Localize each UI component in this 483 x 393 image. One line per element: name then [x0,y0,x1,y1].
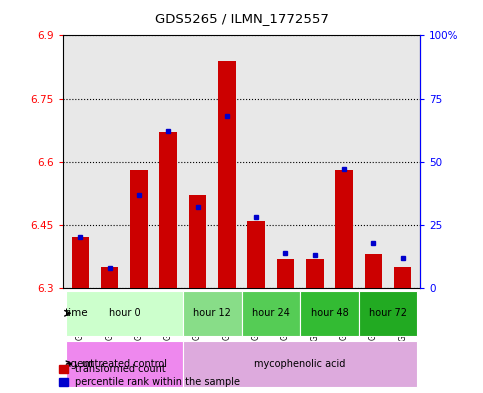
Text: GDS5265 / ILMN_1772557: GDS5265 / ILMN_1772557 [155,12,328,25]
Bar [394,267,412,288]
Text: time: time [64,308,88,318]
Bar [183,341,417,387]
Bar [365,254,382,288]
Text: hour 0: hour 0 [109,308,140,318]
Bar [277,259,294,288]
Bar [183,290,242,336]
Bar [335,170,353,288]
Bar [66,341,183,387]
Text: untreated control: untreated control [82,359,167,369]
Bar [159,132,177,288]
Text: hour 24: hour 24 [252,308,290,318]
Bar [242,290,300,336]
Bar [130,170,148,288]
Bar [306,259,324,288]
Bar [71,237,89,288]
Text: agent: agent [64,359,94,369]
Text: hour 72: hour 72 [369,308,407,318]
Bar [218,61,236,288]
Text: hour 48: hour 48 [311,308,348,318]
Bar [359,290,417,336]
Bar [66,290,183,336]
Text: mycophenolic acid: mycophenolic acid [255,359,346,369]
Text: hour 12: hour 12 [193,308,231,318]
Bar [247,220,265,288]
Bar [101,267,118,288]
Legend: transformed count, percentile rank within the sample: transformed count, percentile rank withi… [58,363,242,388]
Bar [189,195,206,288]
Bar [300,290,359,336]
